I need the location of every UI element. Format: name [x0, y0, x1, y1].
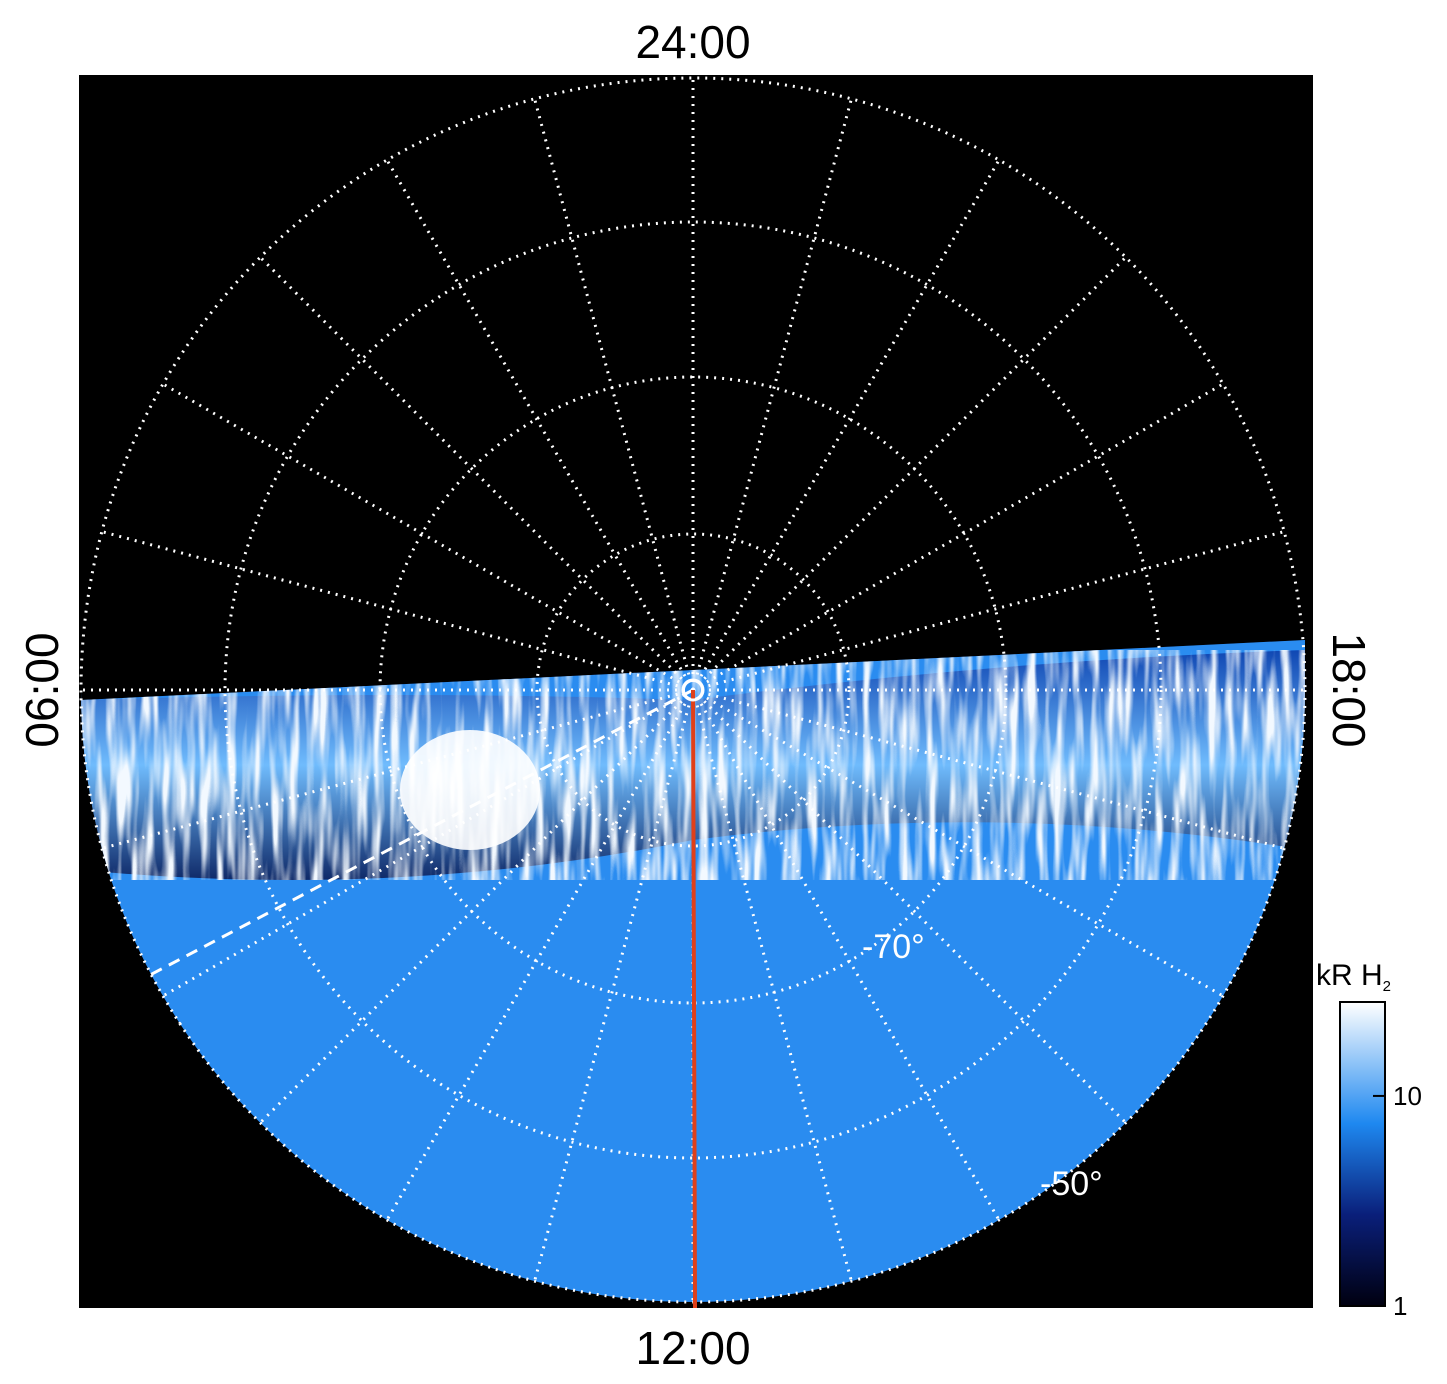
- meridian: [691, 689, 1001, 1221]
- meridian: [691, 98, 853, 691]
- meridian: [692, 688, 1224, 998]
- colorbar-axis: 1 10: [1373, 1081, 1422, 1321]
- dashed-line: [149, 688, 694, 977]
- local-time-label: 12:00: [635, 1322, 750, 1374]
- colorbar: [1339, 1001, 1386, 1307]
- colorbar-title-text: kR H: [1316, 959, 1383, 992]
- bright-spot: [400, 730, 540, 850]
- local-time-label: 18:00: [1323, 632, 1375, 747]
- meridian: [385, 159, 695, 691]
- local-time-label: 24:00: [635, 16, 750, 68]
- latitude-circle: [535, 532, 851, 848]
- meridian: [533, 98, 695, 691]
- latitude-circle: [223, 220, 1163, 1160]
- meridian: [162, 382, 694, 692]
- colorbar-title: kR H2: [1316, 959, 1391, 995]
- meridian: [692, 688, 1285, 850]
- latitude-label: -50°: [1040, 1165, 1103, 1203]
- colorbar-tick-label: 1: [1393, 1291, 1407, 1321]
- meridian: [259, 256, 695, 692]
- meridian: [385, 689, 695, 1221]
- noon-meridian: [691, 689, 697, 1309]
- colorbar-tick-label: 10: [1393, 1081, 1422, 1111]
- colorbar-title-subscript: 2: [1383, 978, 1391, 995]
- meridian: [533, 689, 695, 1282]
- meridian: [692, 530, 1285, 692]
- meridian: [101, 688, 694, 850]
- local-time-label: 06:00: [16, 632, 68, 747]
- pole-marker: [681, 678, 705, 702]
- meridian: [692, 382, 1224, 692]
- meridian: [162, 688, 694, 998]
- meridian: [691, 159, 1001, 691]
- meridian: [101, 530, 694, 692]
- latitude-label: -70°: [862, 928, 925, 966]
- meridian: [691, 689, 853, 1282]
